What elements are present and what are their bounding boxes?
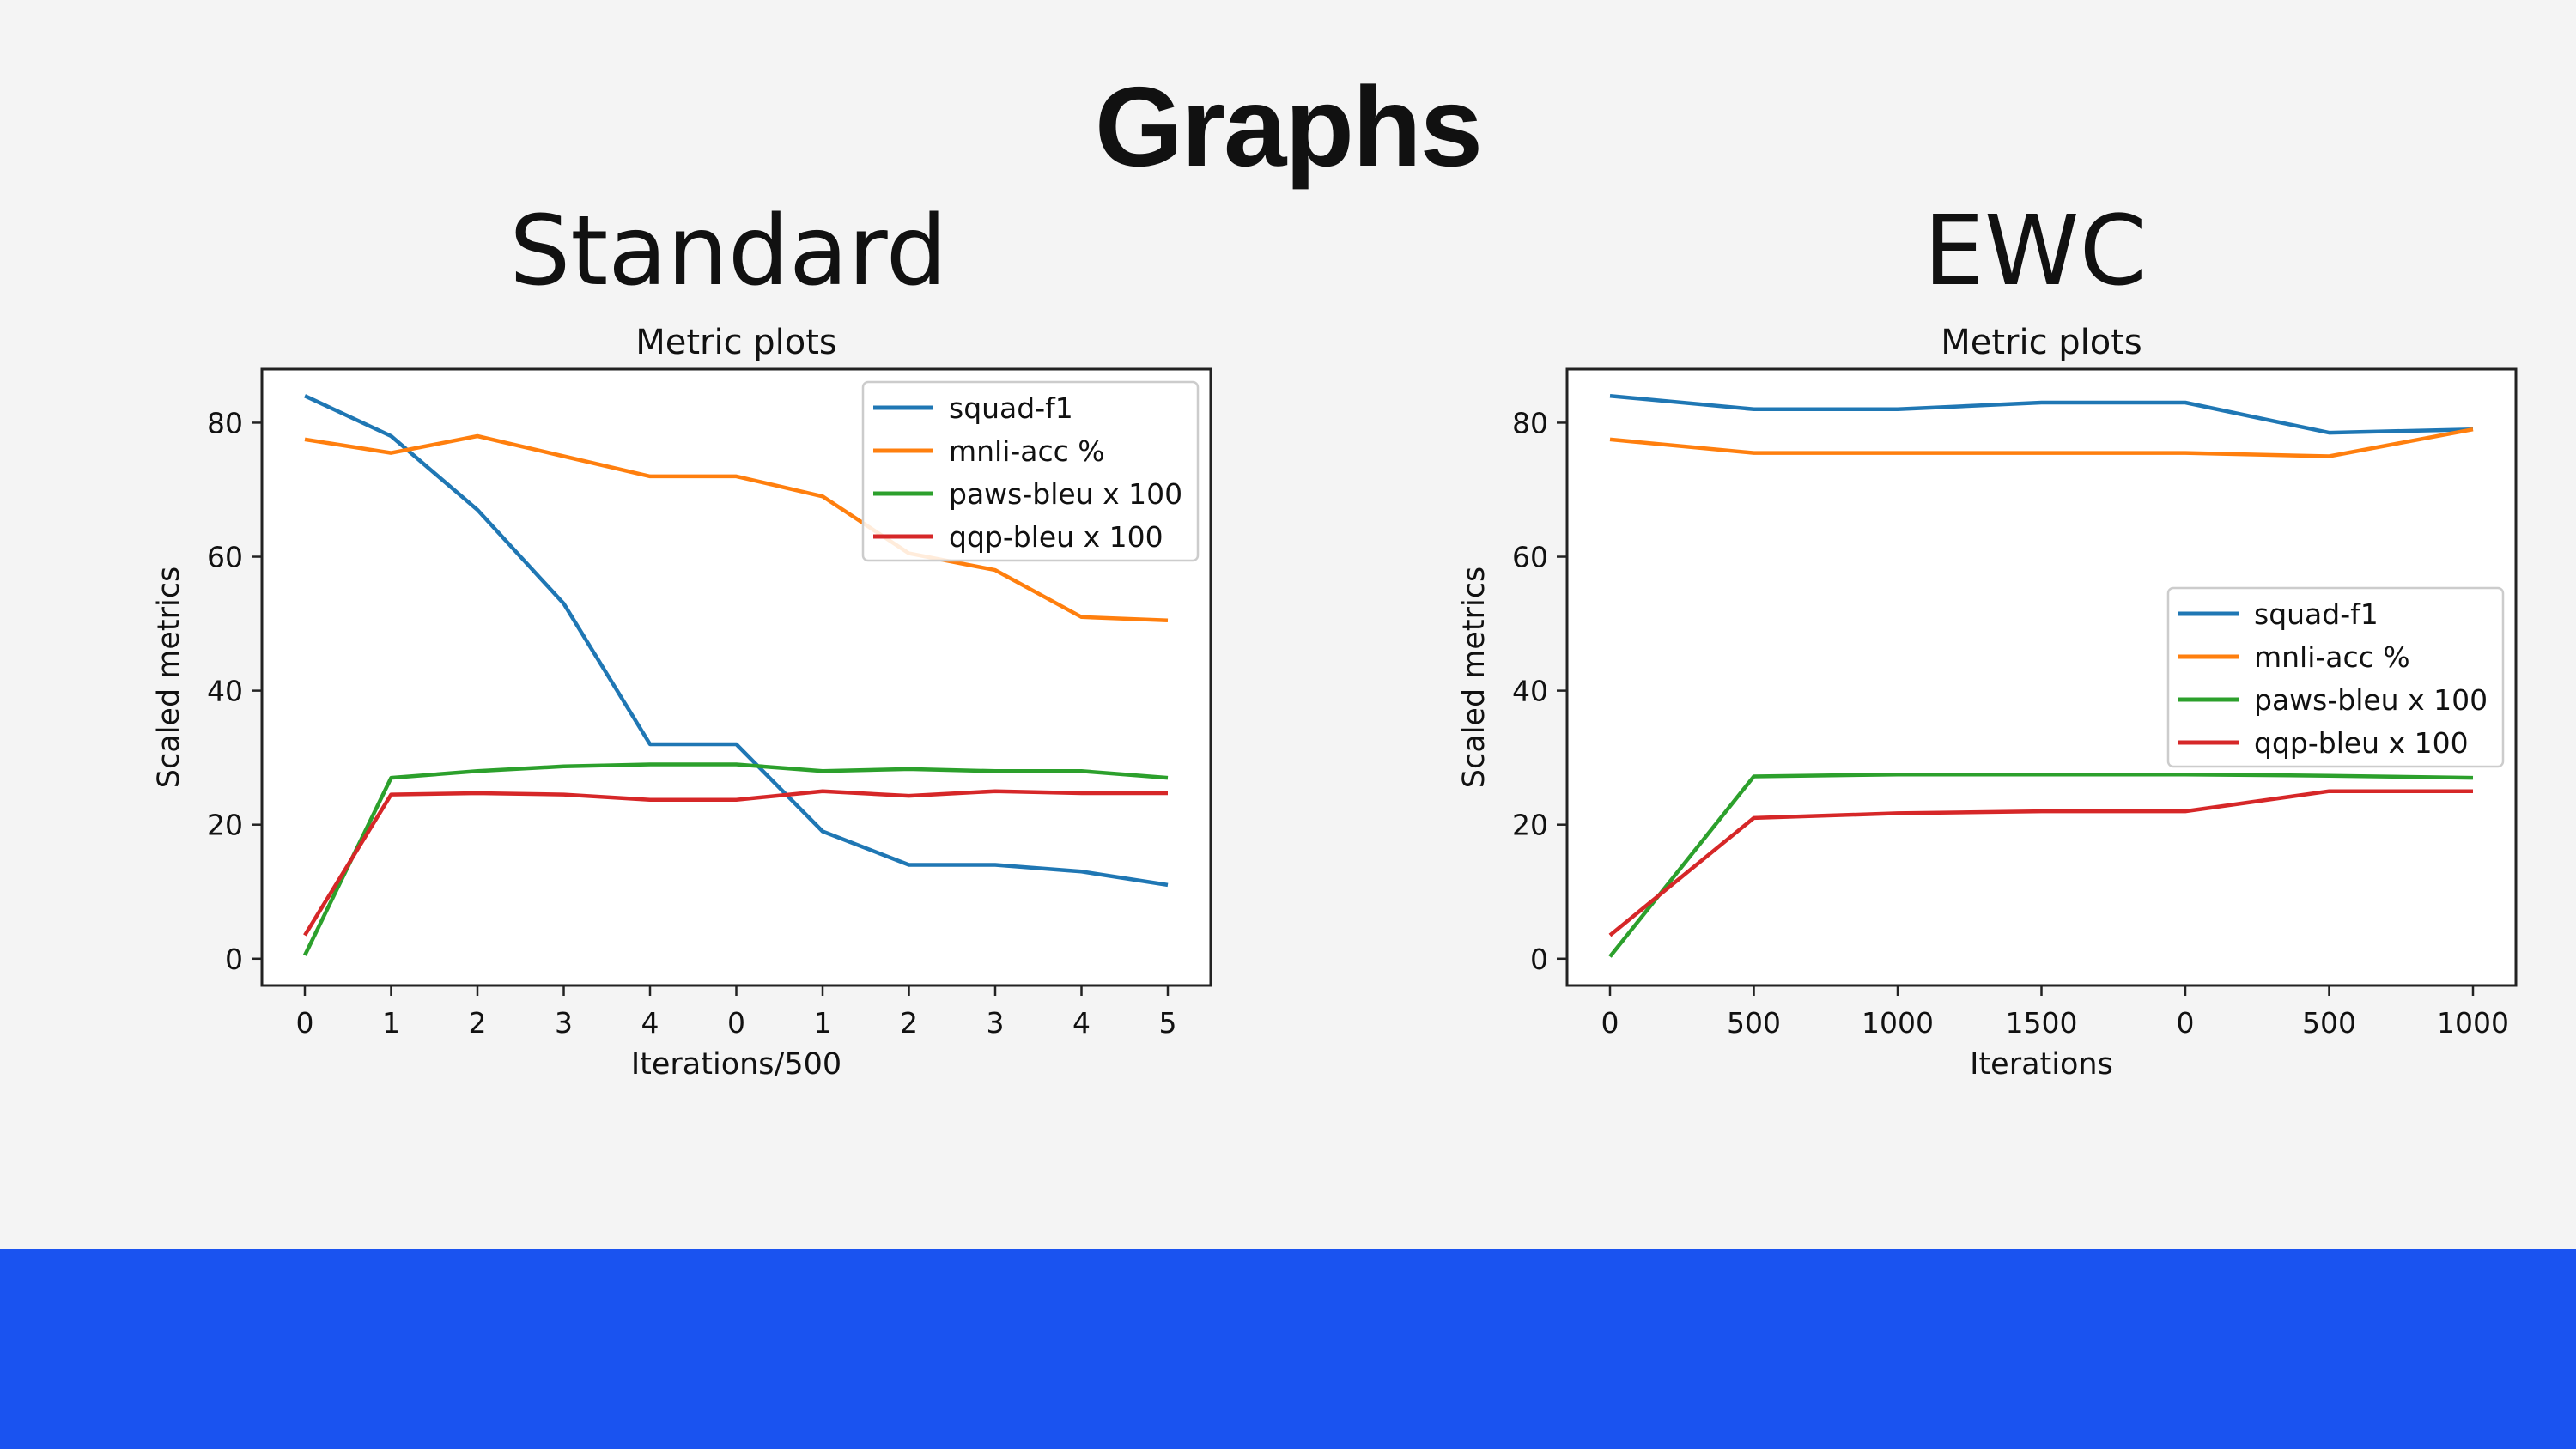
x-tick-label: 1 [814, 1006, 832, 1040]
panel-heading-ewc: EWC [1923, 196, 2147, 307]
series-line-qqp-bleu-x-100 [303, 789, 1168, 937]
chart-title: Metric plots [1941, 323, 2142, 362]
x-tick-label: 0 [296, 1006, 314, 1040]
legend: squad-f1 mnli-acc % paws-bleu x 100 qqp-ble… [2166, 586, 2505, 768]
legend-label: mnli-acc % [2254, 640, 2410, 674]
series-line-squad-f1 [1609, 393, 2474, 435]
x-axis-label: Iterations [1970, 1047, 2113, 1082]
x-tick-label: 500 [1727, 1006, 1781, 1040]
legend: squad-f1 mnli-acc % paws-bleu x 100 qqp-ble… [861, 380, 1200, 562]
panel-heading-standard: Standard [509, 196, 947, 307]
series-line-mnli-acc [1609, 427, 2474, 458]
x-tick-label: 500 [2302, 1006, 2356, 1040]
y-axis-label: Scaled metrics [152, 567, 186, 788]
y-tick-label: 0 [1530, 943, 1548, 976]
x-tick-label: 1000 [2437, 1006, 2509, 1040]
y-tick-label: 20 [1512, 809, 1548, 842]
series-line-squad-f1 [304, 394, 1169, 888]
x-tick-label: 4 [641, 1006, 659, 1040]
y-tick-label: 60 [207, 541, 243, 574]
legend-label: mnli-acc % [949, 434, 1105, 468]
x-tick-label: 3 [555, 1006, 573, 1040]
y-tick-label: 40 [1512, 675, 1548, 708]
y-tick-label: 40 [207, 675, 243, 708]
x-tick-label: 0 [727, 1006, 745, 1040]
legend-label: qqp-bleu x 100 [2254, 726, 2469, 760]
series-line-mnli-acc [304, 433, 1169, 622]
x-tick-label: 0 [1601, 1006, 1619, 1040]
x-tick-label: 5 [1159, 1006, 1177, 1040]
y-tick-label: 80 [1512, 406, 1548, 440]
x-tick-label: 2 [469, 1006, 487, 1040]
x-tick-label: 2 [900, 1006, 918, 1040]
x-tick-label: 1 [382, 1006, 400, 1040]
y-tick-label: 80 [207, 406, 243, 440]
legend-label: paws-bleu x 100 [2254, 683, 2488, 717]
y-tick-label: 60 [1512, 541, 1548, 574]
legend-label: squad-f1 [949, 391, 1073, 425]
legend-box [861, 380, 1200, 562]
y-tick-label: 0 [225, 943, 243, 976]
chart-ewc: Metric plots 0 20 40 60 80 0 500 1000 1500 0 500 100… [1457, 323, 2518, 1082]
footer-bar [0, 1249, 2576, 1449]
series-line-paws-bleu-x-100 [1608, 772, 2474, 958]
x-tick-label: 1500 [2006, 1006, 2078, 1040]
legend-label: qqp-bleu x 100 [949, 520, 1163, 554]
legend-label: paws-bleu x 100 [949, 477, 1182, 511]
legend-label: squad-f1 [2254, 597, 2379, 631]
x-axis-label: Iterations/500 [631, 1047, 841, 1082]
x-tick-label: 3 [987, 1006, 1005, 1040]
y-tick-label: 20 [207, 809, 243, 842]
legend-box [2166, 586, 2505, 768]
x-tick-label: 1000 [1862, 1006, 1934, 1040]
series-line-qqp-bleu-x-100 [1608, 789, 2473, 937]
x-tick-label: 0 [2177, 1006, 2195, 1040]
slide-title: Graphs [1094, 64, 1483, 190]
y-axis-label: Scaled metrics [1457, 567, 1492, 788]
series-line-paws-bleu-x-100 [302, 762, 1169, 956]
chart-title: Metric plots [635, 323, 837, 362]
x-tick-label: 4 [1072, 1006, 1091, 1040]
